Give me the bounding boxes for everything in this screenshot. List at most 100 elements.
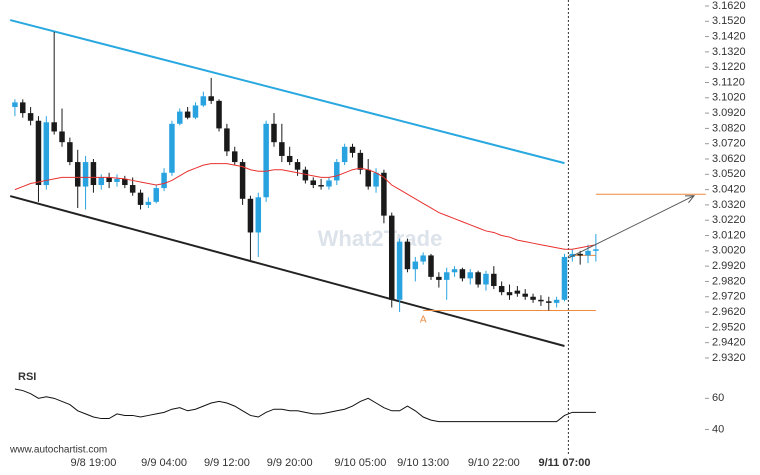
- watermark: What2Trade: [318, 226, 443, 251]
- y-tick-label: 2.9720: [712, 291, 746, 303]
- candle-body: [279, 142, 285, 156]
- candle-body: [184, 111, 191, 118]
- y-tick-label: 3.0620: [712, 153, 746, 165]
- candle-body: [381, 172, 387, 216]
- candle-body: [389, 215, 395, 300]
- candle-body: [200, 96, 207, 106]
- y-tick-label: 2.9420: [712, 337, 746, 349]
- y-tick-label: 2.9620: [712, 306, 746, 318]
- trendline: [9, 195, 565, 347]
- candle-body: [522, 293, 528, 297]
- y-tick-label: 3.0220: [712, 214, 746, 226]
- candle-body: [428, 255, 434, 277]
- candle-body: [585, 250, 591, 256]
- candle-body: [396, 241, 403, 300]
- candle-body: [43, 122, 50, 186]
- y-tick-label: 2.9920: [712, 260, 746, 272]
- candle-body: [420, 255, 426, 262]
- candle-body: [153, 188, 159, 202]
- candle-body: [90, 162, 97, 186]
- candle-body: [436, 276, 442, 280]
- y-tick-label: 3.1220: [712, 61, 746, 73]
- candle-body: [334, 162, 340, 181]
- rsi-tick-label: 40: [712, 423, 724, 435]
- candle-body: [483, 273, 489, 285]
- candle-body: [412, 261, 419, 270]
- candle-body: [577, 253, 583, 256]
- arrow-head: [685, 195, 696, 204]
- x-tick-label: 9/11 07:00: [538, 457, 590, 469]
- candle-body: [561, 256, 568, 300]
- candle-body: [263, 123, 269, 198]
- y-tick-label: 3.1320: [712, 46, 746, 58]
- y-tick-label: 3.0320: [712, 199, 746, 211]
- candle-body: [216, 100, 222, 129]
- candle-body: [341, 146, 348, 163]
- candle-body: [349, 146, 356, 153]
- candle-body: [357, 152, 364, 170]
- candle-body: [177, 111, 183, 124]
- candle-body: [67, 142, 73, 163]
- candle-body: [318, 185, 324, 187]
- candle-body: [114, 178, 120, 182]
- candle-body: [12, 102, 18, 107]
- y-tick-label: 2.9820: [712, 275, 746, 287]
- candle-body: [569, 253, 576, 257]
- candle-body: [404, 241, 411, 270]
- y-tick-label: 3.0020: [712, 245, 746, 257]
- rsi-line: [14, 388, 596, 423]
- y-tick-label: 3.0420: [712, 184, 746, 196]
- forecast-arrow: [568, 195, 695, 259]
- x-tick-label: 9/10 05:00: [334, 457, 386, 469]
- candle-body: [59, 131, 65, 143]
- y-tick-label: 3.1520: [712, 15, 746, 27]
- candle-body: [553, 299, 560, 303]
- candle-body: [593, 249, 599, 251]
- x-tick-label: 9/9 20:00: [267, 457, 313, 469]
- candle-body: [443, 272, 450, 280]
- candle-body: [546, 301, 552, 303]
- candle-body: [122, 178, 128, 186]
- candle-body: [514, 290, 521, 294]
- y-tick-label: 3.1420: [712, 30, 746, 42]
- candle-body: [326, 180, 332, 187]
- x-tick-label: 9/10 22:00: [468, 457, 520, 469]
- y-tick-label: 3.1020: [712, 92, 746, 104]
- x-tick-label: 9/9 04:00: [141, 457, 187, 469]
- point-label: A: [420, 314, 427, 325]
- candle-body: [145, 201, 152, 205]
- y-tick-label: 2.9520: [712, 321, 746, 333]
- candle-body: [224, 128, 230, 152]
- y-tick-label: 3.0920: [712, 107, 746, 119]
- candle-body: [161, 172, 167, 189]
- y-tick-label: 3.0520: [712, 168, 746, 180]
- candle-body: [35, 120, 42, 186]
- candle-body: [294, 162, 301, 170]
- candle-body: [271, 123, 277, 143]
- y-tick-label: 3.1620: [712, 0, 746, 12]
- candle-body: [239, 162, 246, 199]
- candle-body: [373, 172, 379, 187]
- candle-body: [74, 162, 81, 187]
- candle-body: [491, 273, 497, 287]
- rsi-tick-label: 60: [712, 392, 724, 404]
- source: www.autochartist.com: [9, 445, 107, 456]
- candle-body: [255, 197, 262, 233]
- candle-body: [475, 272, 481, 285]
- moving-average: [14, 163, 596, 250]
- x-tick-label: 9/9 12:00: [204, 457, 250, 469]
- candle-body: [467, 272, 474, 279]
- candle-body: [506, 292, 513, 296]
- candle-body: [459, 269, 466, 279]
- x-tick-label: 9/10 13:00: [397, 457, 449, 469]
- candle-body: [530, 296, 536, 300]
- candle-body: [82, 162, 89, 187]
- candle-body: [231, 151, 238, 163]
- candle-body: [129, 185, 136, 193]
- y-tick-label: 3.0720: [712, 138, 746, 150]
- candle-body: [365, 169, 371, 187]
- candle-body: [208, 96, 214, 101]
- y-tick-label: 3.0120: [712, 229, 746, 241]
- candle-body: [310, 180, 316, 186]
